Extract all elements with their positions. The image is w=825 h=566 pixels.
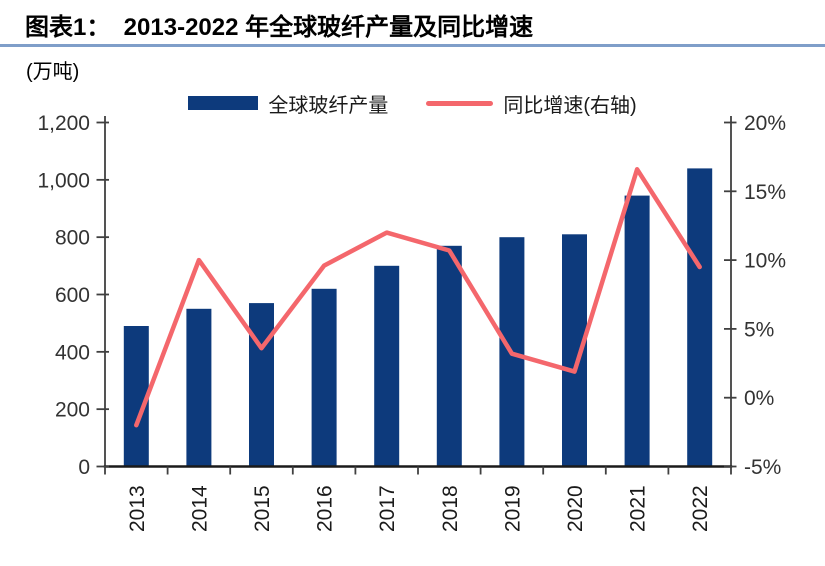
bar-2013 bbox=[123, 326, 149, 467]
right-axis-tick-label: 5% bbox=[744, 318, 774, 341]
legend-item-growth: 同比增速(右轴) bbox=[426, 89, 637, 118]
x-axis-category-label: 2017 bbox=[376, 485, 399, 532]
x-axis-category-label: 2018 bbox=[439, 485, 462, 532]
legend-item-production: 全球玻纤产量 bbox=[188, 89, 388, 118]
x-axis-category-label: 2013 bbox=[126, 485, 149, 532]
bar-2022 bbox=[687, 168, 713, 467]
x-axis-category-label: 2015 bbox=[251, 485, 274, 532]
bar-series-swatch bbox=[188, 96, 259, 110]
growth-line bbox=[134, 167, 702, 428]
figure-title: 图表1： 2013-2022 年全球玻纤产量及同比增速 bbox=[25, 14, 534, 41]
bar-2017 bbox=[374, 265, 400, 467]
legend-label-production: 全球玻纤产量 bbox=[268, 94, 389, 117]
left-axis-tick-label: 600 bbox=[55, 284, 90, 307]
title-underline bbox=[0, 44, 825, 47]
legend: 全球玻纤产量 同比增速(右轴) bbox=[0, 89, 825, 118]
x-axis-category-label: 2016 bbox=[314, 485, 337, 532]
bar-2014 bbox=[186, 308, 212, 467]
left-axis-tick-label: 200 bbox=[55, 399, 90, 422]
left-axis-tick-label: 800 bbox=[55, 227, 90, 250]
bar-2021 bbox=[624, 195, 650, 467]
right-axis-tick-label: 20% bbox=[744, 112, 786, 135]
bar-2018 bbox=[436, 245, 462, 467]
left-axis-tick-label: 1,200 bbox=[37, 112, 90, 135]
left-axis-tick-label: 1,000 bbox=[37, 169, 90, 192]
x-axis-category-label: 2022 bbox=[689, 485, 712, 532]
right-axis-tick-label: 15% bbox=[744, 181, 786, 204]
x-axis-category-label: 2014 bbox=[188, 485, 211, 532]
x-axis-category-label: 2020 bbox=[564, 485, 587, 532]
bar-2016 bbox=[311, 288, 337, 467]
x-axis-category-label: 2019 bbox=[501, 485, 524, 532]
left-axis-tick-label: 0 bbox=[78, 456, 90, 479]
right-axis-tick-label: 10% bbox=[744, 250, 786, 273]
x-axis-category-label: 2021 bbox=[627, 485, 650, 532]
bar-2015 bbox=[249, 303, 274, 467]
right-axis-tick-label: 0% bbox=[744, 387, 774, 410]
right-axis-tick-label: -5% bbox=[744, 456, 781, 479]
left-axis-tick-label: 400 bbox=[55, 341, 90, 364]
legend-label-growth: 同比增速(右轴) bbox=[503, 94, 637, 117]
line-series-swatch bbox=[426, 100, 494, 106]
left-axis-unit-label: (万吨) bbox=[26, 61, 80, 83]
